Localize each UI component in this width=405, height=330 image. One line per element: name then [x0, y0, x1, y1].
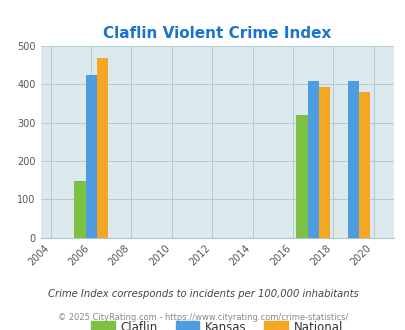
Bar: [85, 75, 96, 238]
Title: Claflin Violent Crime Index: Claflin Violent Crime Index: [103, 26, 330, 41]
Text: Crime Index corresponds to incidents per 100,000 inhabitants: Crime Index corresponds to incidents per…: [47, 289, 358, 299]
Bar: [347, 81, 358, 238]
Bar: [96, 58, 107, 238]
Bar: [358, 92, 369, 238]
Bar: [318, 87, 329, 238]
Bar: [74, 181, 85, 238]
Legend: Claflin, Kansas, National: Claflin, Kansas, National: [86, 316, 347, 330]
Bar: [296, 115, 307, 238]
Bar: [307, 81, 318, 238]
Text: © 2025 CityRating.com - https://www.cityrating.com/crime-statistics/: © 2025 CityRating.com - https://www.city…: [58, 313, 347, 322]
